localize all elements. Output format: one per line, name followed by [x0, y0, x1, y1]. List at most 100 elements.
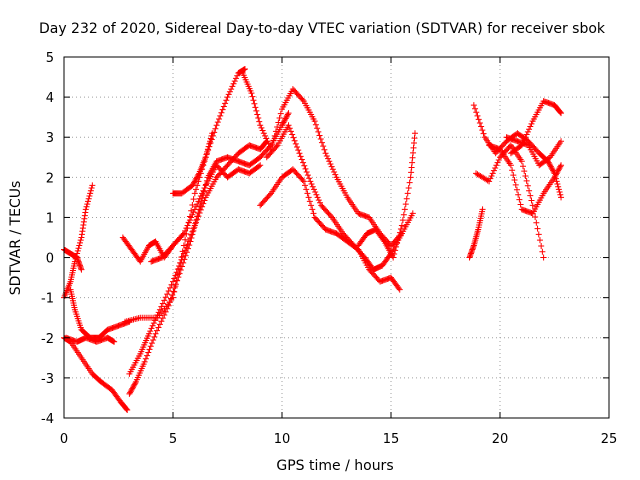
data-point [495, 156, 502, 163]
data-point [308, 202, 315, 209]
data-point [327, 213, 334, 220]
data-point [494, 159, 501, 166]
data-point [161, 312, 168, 319]
data-point [206, 140, 213, 147]
series-track-1 [61, 182, 96, 301]
series-track-16 [466, 206, 486, 261]
y-tick-label: -3 [41, 372, 54, 387]
data-point [270, 137, 277, 144]
data-point [488, 172, 495, 179]
data-point [476, 119, 483, 126]
data-point [232, 75, 239, 82]
data-point [474, 112, 481, 119]
data-point [234, 72, 241, 79]
data-point [548, 164, 555, 171]
data-point [258, 124, 265, 131]
data-point [167, 284, 174, 291]
data-point [317, 136, 324, 143]
data-point [486, 178, 493, 185]
data-point [191, 178, 198, 185]
data-point [555, 183, 562, 190]
data-point [248, 90, 255, 97]
data-point [269, 141, 276, 148]
data-point [75, 245, 82, 252]
data-point [303, 186, 310, 193]
series-track-20 [507, 98, 565, 157]
data-point [225, 91, 232, 98]
data-point [178, 256, 185, 263]
data-point [403, 195, 410, 202]
data-point [493, 162, 500, 169]
data-point [200, 187, 207, 194]
data-point [191, 206, 198, 213]
data-point [184, 222, 191, 229]
data-point [326, 158, 333, 165]
data-point [315, 128, 322, 135]
data-point [263, 135, 270, 142]
data-point [526, 187, 533, 194]
data-point [396, 286, 403, 293]
series-track-14 [263, 122, 405, 273]
data-point [322, 150, 329, 157]
data-point [314, 125, 321, 132]
data-point [285, 122, 292, 129]
data-point [556, 189, 563, 196]
data-point [290, 134, 297, 141]
data-point [479, 127, 486, 134]
data-point [409, 210, 416, 217]
data-points [61, 66, 565, 413]
data-point [395, 285, 402, 292]
data-point [313, 191, 320, 198]
data-point [177, 267, 184, 274]
data-point [86, 193, 93, 200]
data-point [162, 308, 169, 315]
data-point [164, 305, 171, 312]
data-point [556, 164, 563, 171]
data-point [309, 183, 316, 190]
data-point [132, 380, 139, 387]
data-point [83, 203, 90, 210]
data-point [329, 166, 336, 173]
data-point [183, 244, 190, 251]
data-point [146, 346, 153, 353]
data-point [557, 163, 564, 170]
data-point [547, 162, 554, 169]
data-point [524, 182, 531, 189]
data-point [397, 226, 404, 233]
data-point [176, 263, 183, 270]
data-point [144, 352, 151, 359]
data-point [127, 389, 134, 396]
data-point [310, 186, 317, 193]
data-point [318, 139, 325, 146]
data-point [300, 178, 307, 185]
series-track-21 [503, 134, 565, 169]
data-point [174, 266, 181, 273]
data-point [154, 312, 161, 319]
data-point [552, 171, 559, 178]
data-point [277, 110, 284, 117]
series-track-5 [63, 334, 118, 345]
data-point [202, 154, 209, 161]
data-point [226, 88, 233, 95]
y-tick-label: 1 [46, 211, 54, 226]
data-point [201, 197, 208, 204]
data-point [190, 181, 197, 188]
data-point [555, 186, 562, 193]
data-point [156, 306, 163, 313]
data-point [534, 225, 541, 232]
data-point [162, 294, 169, 301]
data-point [182, 227, 189, 234]
data-point [255, 163, 262, 170]
data-point [297, 153, 304, 160]
data-point [146, 330, 153, 337]
data-point [327, 160, 334, 167]
data-point [213, 122, 220, 129]
data-point [218, 109, 225, 116]
data-point [251, 100, 258, 107]
data-point [170, 278, 176, 285]
data-point [253, 107, 260, 114]
series-track-12 [239, 70, 416, 249]
data-point [224, 94, 231, 101]
data-point [77, 237, 84, 244]
data-point [126, 390, 133, 397]
